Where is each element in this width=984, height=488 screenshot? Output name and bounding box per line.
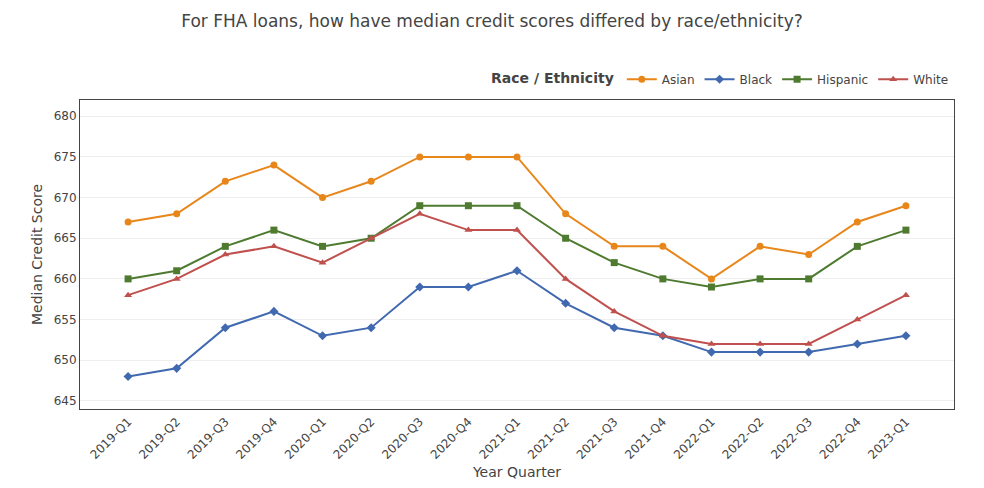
svg-text:2022-Q2: 2022-Q2 (719, 415, 766, 462)
svg-text:Race / Ethnicity: Race / Ethnicity (491, 70, 614, 86)
svg-text:675: 675 (54, 150, 77, 164)
svg-text:2022-Q4: 2022-Q4 (817, 415, 864, 462)
svg-text:2021-Q1: 2021-Q1 (476, 415, 523, 462)
svg-text:2019-Q3: 2019-Q3 (185, 415, 232, 462)
svg-text:650: 650 (54, 353, 77, 367)
svg-text:2021-Q3: 2021-Q3 (574, 415, 621, 462)
svg-text:2020-Q3: 2020-Q3 (379, 415, 426, 462)
svg-text:For FHA loans, how have median: For FHA loans, how have median credit sc… (181, 11, 803, 31)
svg-text:Asian: Asian (662, 73, 695, 87)
svg-text:2021-Q2: 2021-Q2 (525, 415, 572, 462)
svg-text:2019-Q2: 2019-Q2 (136, 415, 183, 462)
svg-text:2020-Q2: 2020-Q2 (331, 415, 378, 462)
svg-text:Median Credit Score: Median Credit Score (29, 184, 45, 325)
svg-text:2019-Q1: 2019-Q1 (87, 415, 134, 462)
svg-text:Hispanic: Hispanic (817, 73, 868, 87)
svg-text:Year Quarter: Year Quarter (472, 464, 561, 480)
svg-text:White: White (913, 73, 948, 87)
svg-text:Black: Black (740, 73, 773, 87)
svg-text:2022-Q3: 2022-Q3 (768, 415, 815, 462)
svg-text:665: 665 (54, 231, 77, 245)
svg-text:655: 655 (54, 313, 77, 327)
svg-text:645: 645 (54, 394, 77, 408)
svg-text:680: 680 (54, 109, 77, 123)
svg-text:2023-Q1: 2023-Q1 (865, 415, 912, 462)
svg-text:2021-Q4: 2021-Q4 (622, 415, 669, 462)
svg-text:660: 660 (54, 272, 77, 286)
svg-text:2020-Q4: 2020-Q4 (428, 415, 475, 462)
svg-text:2019-Q4: 2019-Q4 (233, 415, 280, 462)
svg-text:670: 670 (54, 191, 77, 205)
svg-text:2020-Q1: 2020-Q1 (282, 415, 329, 462)
svg-text:2022-Q1: 2022-Q1 (671, 415, 718, 462)
